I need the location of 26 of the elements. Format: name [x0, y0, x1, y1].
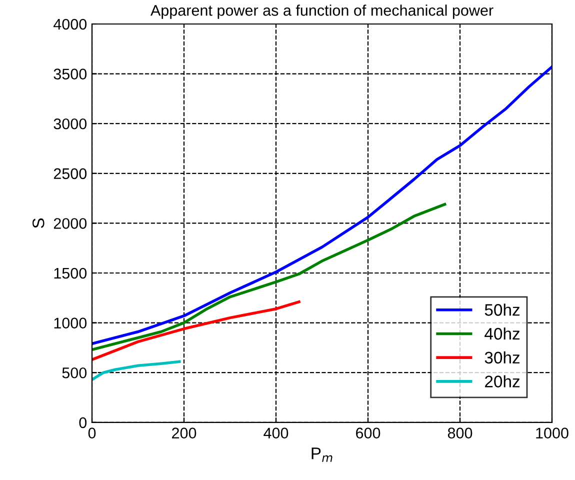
legend-label: 30hz	[484, 351, 520, 364]
x-tick-label: 400	[264, 428, 288, 438]
line-series	[92, 202, 446, 352]
legend-label: 40hz	[484, 327, 520, 340]
chart-title: Apparent power as a function of mechanical power	[150, 4, 494, 19]
y-tick-label: 3000	[54, 118, 87, 130]
x-tick-label: 200	[172, 428, 196, 438]
line-series	[92, 300, 300, 362]
x-tick-label: 1000	[536, 428, 568, 438]
y-tick-label: 2500	[54, 168, 87, 180]
y-tick-label: 2000	[54, 218, 87, 229]
x-axis-title: P$_{m}$	[312, 448, 332, 462]
x-tick-label: 600	[356, 428, 380, 438]
x-tick-label: 0	[88, 428, 96, 438]
line-series	[92, 65, 552, 346]
x-tick-label: 800	[448, 428, 472, 438]
y-tick-label: 1000	[54, 318, 87, 328]
line-series	[92, 360, 181, 381]
y-tick-label: 1500	[54, 268, 87, 279]
legend-label: 20hz	[485, 375, 520, 388]
legend-label: 50hz	[484, 304, 520, 316]
y-tick-label: 0	[79, 417, 87, 428]
y-axis-title: S	[32, 218, 44, 228]
y-tick-label: 500	[62, 367, 87, 378]
y-tick-label: 3500	[54, 68, 87, 80]
y-tick-label: 4000	[54, 18, 87, 30]
